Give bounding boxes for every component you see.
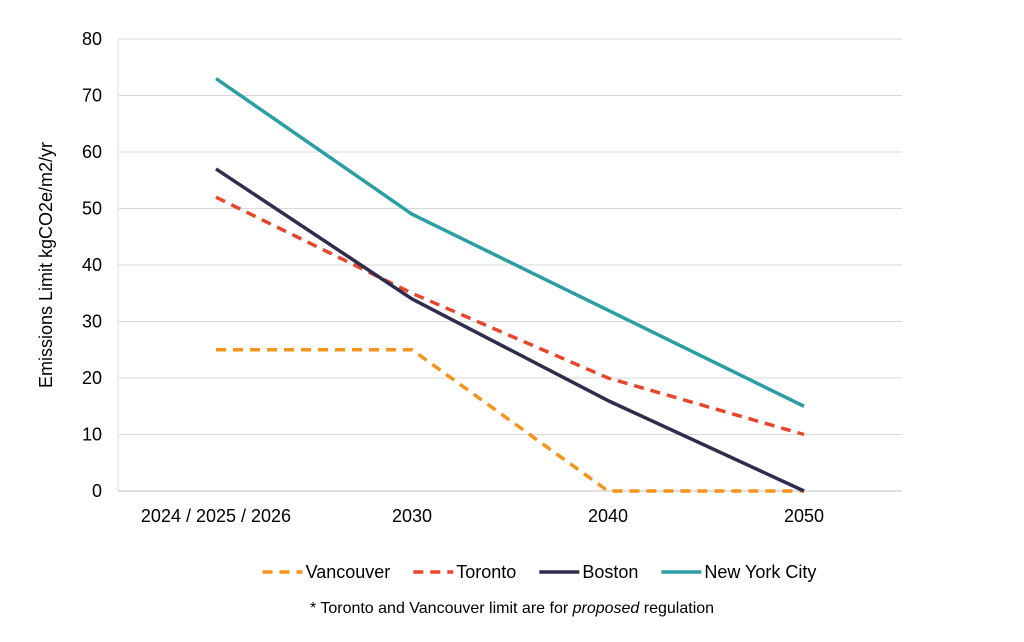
legend: Vancouver Toronto Boston New York City <box>262 562 816 582</box>
y-axis-title: Emissions Limit kgCO2e/m2/yr <box>36 142 56 388</box>
gridlines <box>118 38 902 435</box>
legend-label: New York City <box>704 562 816 582</box>
y-tick-label: 50 <box>82 199 102 219</box>
legend-label: Vancouver <box>306 562 391 582</box>
footnote: * Toronto and Vancouver limit are for pr… <box>0 600 1024 618</box>
y-tick-label: 20 <box>82 368 102 388</box>
x-tick-label: 2050 <box>784 506 824 526</box>
footnote-emphasis: proposed <box>572 600 640 617</box>
series-line-new-york-city <box>215 77 805 408</box>
y-tick-label: 10 <box>82 425 102 445</box>
y-tick-label: 80 <box>82 29 102 49</box>
y-tick-label: 40 <box>82 255 102 275</box>
x-tick-label: 2040 <box>588 506 628 526</box>
legend-label: Toronto <box>456 562 516 582</box>
y-tick-labels: 0 10 20 30 40 50 60 70 80 <box>82 29 102 501</box>
x-tick-labels: 2024 / 2025 / 2026 2030 2040 2050 <box>141 506 824 526</box>
y-tick-label: 60 <box>82 142 102 162</box>
x-tick-label: 2030 <box>392 506 432 526</box>
series-line-vancouver <box>216 348 804 493</box>
footnote-suffix: regulation <box>639 600 715 617</box>
series-lines <box>215 77 805 493</box>
x-tick-label: 2024 / 2025 / 2026 <box>141 506 291 526</box>
series-line-boston <box>215 167 805 493</box>
legend-label: Boston <box>582 562 638 582</box>
y-tick-label: 70 <box>82 86 102 106</box>
series-line-toronto <box>215 195 805 437</box>
y-tick-label: 30 <box>82 312 102 332</box>
footnote-prefix: * Toronto and Vancouver limit are for <box>309 600 573 617</box>
y-tick-label: 0 <box>92 481 102 501</box>
